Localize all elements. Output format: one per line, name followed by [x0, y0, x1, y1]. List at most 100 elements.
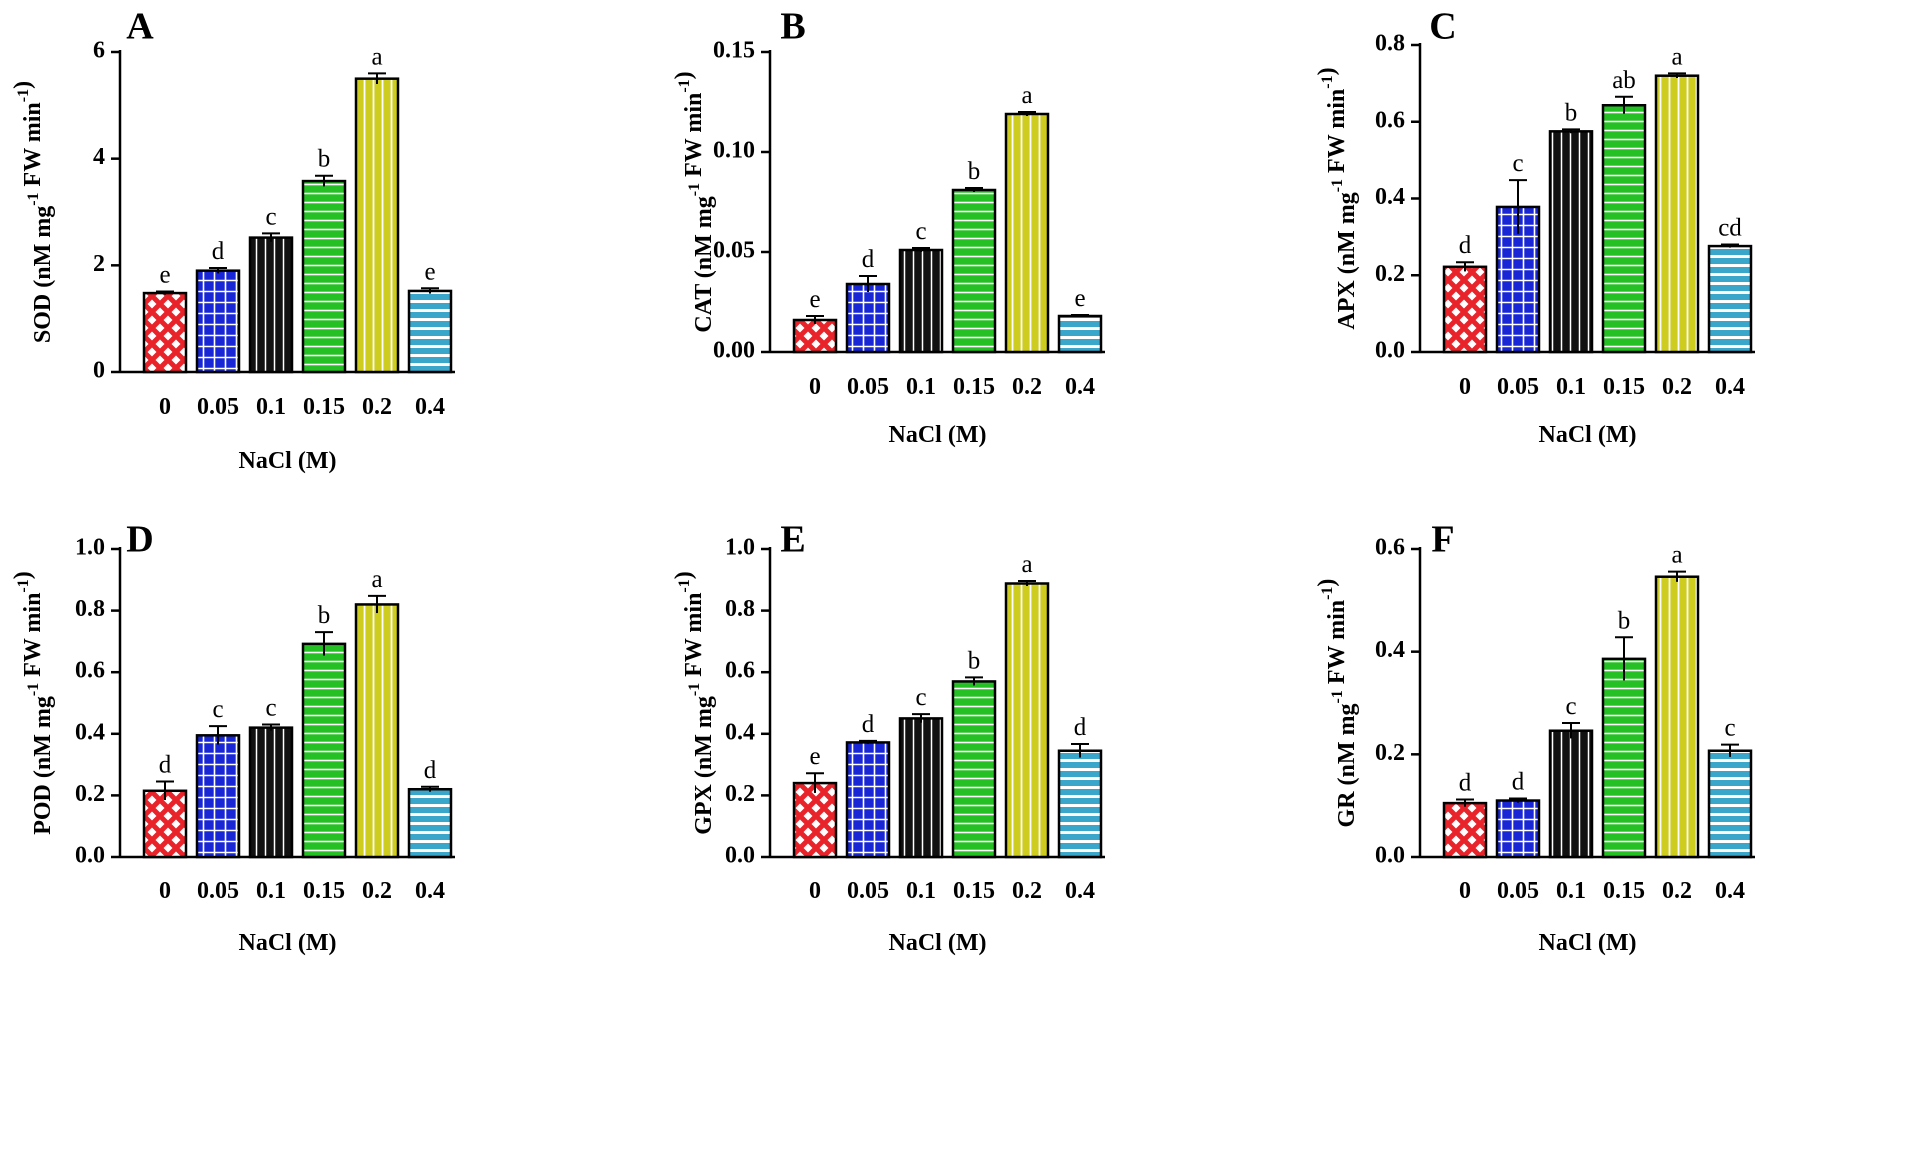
y-axis-title: CAT (nM mg-1 FW min-1): [671, 71, 717, 332]
y-axis-title: POD (nM mg-1 FW min-1): [10, 571, 56, 835]
significance-letter: e: [809, 286, 820, 313]
panel-d: D 0.0 0.2 0.4 0.6 0.8 1.0 POD (nM mg-1 FW min-1…: [10, 519, 455, 956]
x-tick-label: 0.1: [906, 878, 936, 904]
bar: [1654, 575, 1700, 859]
significance-letter: b: [1565, 99, 1578, 126]
y-tick-label: 0.6: [75, 658, 105, 684]
x-tick-label: 0.4: [415, 878, 445, 904]
significance-letter: b: [1618, 607, 1631, 634]
significance-letter: cd: [1718, 215, 1742, 242]
x-axis-title: NaCl (M): [1539, 930, 1637, 956]
y-tick-label: 0.0: [1375, 843, 1405, 869]
y-tick-label: 0.0: [725, 843, 755, 869]
significance-letter: a: [1021, 82, 1032, 109]
bar: [845, 741, 891, 859]
bar: [1601, 103, 1647, 354]
bar: [195, 269, 241, 374]
significance-letter: d: [212, 238, 225, 265]
significance-letter: d: [862, 711, 875, 738]
y-tick-label: 0.2: [725, 781, 755, 807]
significance-letter: a: [371, 566, 382, 593]
panel-letter: B: [780, 6, 805, 48]
panel-letter: E: [780, 519, 805, 561]
x-tick-label: 0.1: [1556, 878, 1586, 904]
bar: [301, 179, 347, 374]
significance-letter: b: [318, 146, 331, 173]
significance-letter: d: [159, 752, 172, 779]
significance-letter: d: [1512, 768, 1525, 795]
y-tick-label: 0.8: [725, 596, 755, 622]
panel-letter: F: [1431, 519, 1454, 561]
significance-letter: d: [862, 246, 875, 273]
y-tick-label: 0.00: [713, 338, 755, 364]
bar: [1654, 74, 1700, 354]
x-tick-label: 0.05: [197, 878, 239, 904]
bar: [1707, 749, 1753, 859]
bar: [301, 642, 347, 859]
significance-letter: a: [371, 43, 382, 70]
y-tick-label: 0.0: [1375, 338, 1405, 364]
bar: [1548, 729, 1594, 859]
bar: [951, 188, 997, 354]
y-axis-title: SOD (nM mg-1 FW min-1): [10, 81, 56, 343]
y-tick-label: 6: [93, 38, 105, 64]
y-tick-label: 4: [93, 144, 105, 170]
x-tick-label: 0.15: [303, 878, 345, 904]
significance-letter: e: [1074, 285, 1085, 312]
significance-letter: e: [809, 743, 820, 770]
panel-a: A 0 2 4 6 SOD (nM mg-1 FW min-1) e 0 d 0.05 c 0.1 b 0…: [10, 6, 455, 474]
y-tick-label: 2: [93, 251, 105, 277]
bar: [898, 248, 944, 354]
panel-c: C 0.0 0.2 0.4 0.6 0.8 APX (nM mg-1 FW min-1) d 0…: [1314, 6, 1755, 448]
y-tick-label: 0.2: [75, 781, 105, 807]
bar: [1057, 314, 1103, 354]
y-tick-label: 0.6: [1375, 535, 1405, 561]
significance-letter: c: [1724, 715, 1735, 742]
x-tick-label: 0: [809, 374, 821, 400]
significance-letter: b: [968, 647, 981, 674]
bar: [951, 680, 997, 859]
x-tick-label: 0.05: [1497, 374, 1539, 400]
x-tick-label: 0.2: [1012, 878, 1042, 904]
y-tick-label: 0.4: [75, 719, 105, 745]
x-tick-label: 0: [1459, 878, 1471, 904]
bar: [195, 734, 241, 859]
x-tick-label: 0.1: [1556, 374, 1586, 400]
y-tick-label: 0.05: [713, 238, 755, 264]
y-tick-label: 0.4: [1375, 637, 1405, 663]
x-tick-label: 0.1: [256, 394, 286, 420]
x-tick-label: 0.2: [362, 394, 392, 420]
panel-f: F 0.0 0.2 0.4 0.6 GR (nM mg-1 FW min-1) d 0 d 0.0…: [1314, 519, 1755, 956]
bar: [1057, 749, 1103, 859]
x-tick-label: 0.15: [303, 394, 345, 420]
significance-letter: ab: [1612, 67, 1636, 94]
bar: [142, 789, 188, 859]
significance-letter: d: [424, 757, 437, 784]
y-axis-title: APX (nM mg-1 FW min-1): [1314, 67, 1360, 329]
x-tick-label: 0.15: [1603, 878, 1645, 904]
y-tick-label: 0.0: [75, 843, 105, 869]
x-tick-label: 0.15: [953, 878, 995, 904]
significance-letter: e: [424, 258, 435, 285]
x-tick-label: 0.15: [953, 374, 995, 400]
y-tick-label: 0.2: [1375, 740, 1405, 766]
bar: [407, 787, 453, 859]
x-tick-label: 0.05: [847, 878, 889, 904]
bar: [407, 289, 453, 374]
x-axis-title: NaCl (M): [889, 422, 987, 448]
bar: [898, 717, 944, 859]
x-tick-label: 0: [809, 878, 821, 904]
significance-letter: d: [1459, 770, 1472, 797]
y-axis-title: GPX (nM mg-1 FW min-1): [671, 571, 717, 835]
bar: [1495, 799, 1541, 859]
panel-e: E 0.0 0.2 0.4 0.6 0.8 1.0 GPX (nM mg-1 FW min-1…: [671, 519, 1105, 956]
bar: [354, 77, 400, 374]
bar: [1707, 244, 1753, 354]
significance-letter: c: [265, 695, 276, 722]
panel-letter: A: [126, 6, 154, 48]
x-tick-label: 0.2: [362, 878, 392, 904]
bar: [1442, 801, 1488, 859]
y-tick-label: 0.2: [1375, 261, 1405, 287]
y-tick-label: 0.4: [725, 719, 755, 745]
significance-letter: a: [1021, 551, 1032, 578]
